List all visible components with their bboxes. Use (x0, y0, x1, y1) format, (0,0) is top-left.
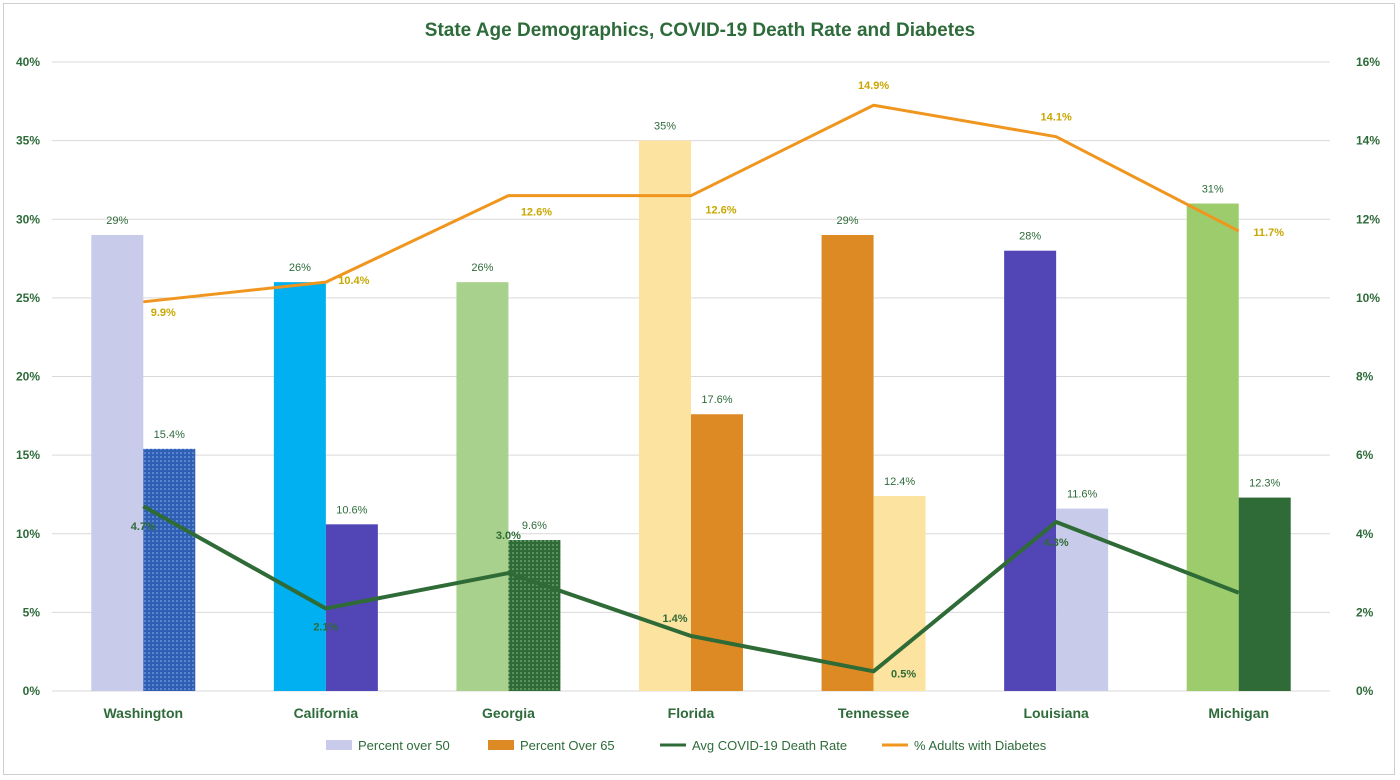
bar-percent-over-50 (1186, 203, 1239, 691)
bar-label-over-50: 28% (1019, 231, 1041, 243)
category-label: Washington (103, 705, 183, 721)
category-label: Louisiana (1023, 705, 1089, 721)
bar-percent-over-50 (1004, 250, 1057, 691)
category-label: Georgia (482, 705, 535, 721)
legend: Percent over 50 Percent Over 65 Avg COVID-… (326, 738, 1047, 753)
legend-label: Percent Over 65 (520, 738, 615, 753)
right-axis-ticks: 0% 2% 4% 6% 8% 10% 12% 14% 16% (1356, 55, 1380, 698)
right-tick-label: 0% (1356, 684, 1374, 698)
chart-title: State Age Demographics, COVID-19 Death R… (424, 20, 976, 41)
bar-label-over-50: 35% (654, 121, 676, 133)
legend-swatch (488, 740, 514, 750)
bar-label-over-65: 9.6% (522, 520, 547, 532)
category-label: California (294, 705, 359, 721)
bar-label-over-50: 26% (289, 262, 311, 274)
line-label-covid-death-rate: 1.4% (662, 613, 687, 625)
legend-label: Avg COVID-19 Death Rate (692, 738, 847, 753)
left-tick-label: 0% (23, 684, 41, 698)
line-label-covid-death-rate: 4.3% (1044, 537, 1069, 549)
bars (91, 140, 1291, 691)
bar-percent-over-50 (91, 234, 144, 691)
left-tick-label: 25% (16, 291, 40, 305)
bar-percent-over-65 (1238, 497, 1291, 691)
line-label-covid-death-rate: 2.1% (313, 621, 338, 633)
bar-percent-over-65 (691, 414, 743, 691)
bar-percent-over-65 (508, 540, 561, 691)
category-label: Tennessee (838, 705, 910, 721)
legend-swatch (326, 740, 352, 750)
data-labels: 29% 15.4% 26% 10.6% 26% 9.6% 35% 17.6% 29% 12.4% 2… (106, 80, 1289, 680)
right-tick-label: 4% (1356, 527, 1374, 541)
bar-percent-over-50 (821, 234, 874, 691)
line-diabetes (143, 103, 1240, 304)
bar-label-over-50: 29% (837, 215, 859, 227)
right-tick-label: 10% (1356, 291, 1380, 305)
bar-percent-over-50 (273, 282, 326, 691)
line-label-diabetes: 14.1% (1041, 112, 1072, 124)
right-tick-label: 8% (1356, 370, 1374, 384)
bar-label-over-65: 12.3% (1249, 478, 1280, 490)
legend-label: Percent over 50 (358, 738, 450, 753)
right-tick-label: 14% (1356, 134, 1380, 148)
line-label-diabetes: 9.9% (151, 307, 176, 319)
bar-label-over-65: 11.6% (1067, 489, 1098, 501)
bar-label-over-65: 12.4% (884, 476, 915, 488)
line-label-covid-death-rate: 0.5% (891, 668, 916, 680)
right-tick-label: 2% (1356, 605, 1374, 619)
left-axis-ticks: 0% 5% 10% 15% 20% 25% 30% 35% 40% (16, 55, 40, 698)
left-tick-label: 15% (16, 448, 40, 462)
line-label-diabetes: 12.6% (705, 205, 736, 217)
line-covid-death-rate (142, 504, 1240, 674)
bar-label-over-50: 31% (1202, 184, 1224, 196)
bar-percent-over-50 (639, 140, 691, 691)
line-label-diabetes: 14.9% (858, 80, 889, 92)
category-label: Florida (668, 705, 715, 721)
left-tick-label: 10% (16, 527, 40, 541)
line-label-diabetes: 10.4% (338, 275, 369, 287)
left-tick-label: 35% (16, 134, 40, 148)
category-label: Michigan (1208, 705, 1269, 721)
left-tick-label: 5% (23, 605, 41, 619)
right-tick-label: 16% (1356, 55, 1380, 69)
lines (142, 103, 1240, 674)
line-label-covid-death-rate: 3.0% (496, 530, 521, 542)
legend-label: % Adults with Diabetes (914, 738, 1047, 753)
category-labels: Washington California Georgia Florida Tennes… (103, 705, 1269, 721)
bar-label-over-50: 29% (106, 215, 128, 227)
left-tick-label: 30% (16, 212, 40, 226)
bar-percent-over-65 (1056, 508, 1109, 691)
bar-label-over-65: 15.4% (154, 429, 185, 441)
line-label-diabetes: 11.7% (1253, 227, 1284, 239)
bar-label-over-65: 17.6% (701, 394, 732, 406)
bar-percent-over-65 (873, 496, 926, 691)
line-label-diabetes: 12.6% (521, 207, 552, 219)
bar-label-over-65: 10.6% (336, 504, 367, 516)
bar-percent-over-50 (456, 282, 509, 691)
bar-label-over-50: 26% (471, 262, 493, 274)
right-tick-label: 12% (1356, 212, 1380, 226)
line-label-covid-death-rate: 4.7% (131, 521, 156, 533)
left-tick-label: 40% (16, 55, 40, 69)
bar-percent-over-65 (143, 448, 196, 691)
left-tick-label: 20% (16, 370, 40, 384)
line-label-covid-death-rate: 2.5% (1264, 590, 1289, 602)
right-tick-label: 6% (1356, 448, 1374, 462)
